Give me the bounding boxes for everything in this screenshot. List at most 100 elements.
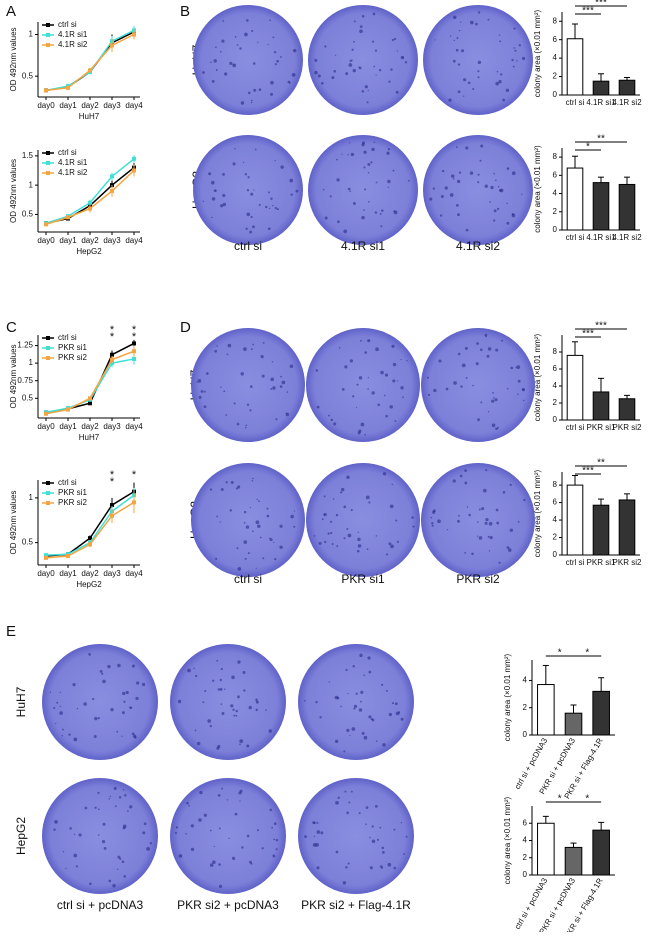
- colony-dot: [387, 862, 392, 867]
- colony-dot: [344, 790, 347, 793]
- colony-dot: [291, 72, 296, 77]
- x-tick-label: 4.1R si2: [612, 98, 642, 107]
- colony-dot: [382, 472, 387, 476]
- colony-dot: [429, 197, 433, 201]
- colony-dot: [475, 362, 479, 366]
- bar: [592, 690, 610, 736]
- colony-dot: [487, 18, 490, 21]
- colony-dot: [388, 712, 393, 717]
- y-axis-label: colony area (×0.01 mm²): [533, 333, 542, 421]
- colony-dot: [258, 203, 261, 206]
- point: [88, 401, 92, 406]
- significance: *: [132, 469, 137, 481]
- colony-dot: [256, 498, 258, 501]
- colony-dot: [367, 171, 370, 174]
- point: [44, 411, 48, 416]
- colony-dot: [281, 380, 286, 385]
- colony-dot: [347, 533, 352, 538]
- colony-dot: [214, 349, 218, 353]
- colony-dot: [375, 347, 379, 352]
- colony-dot: [59, 705, 61, 708]
- colony-dot: [346, 527, 349, 530]
- colony-dot: [114, 805, 117, 808]
- colony-dot: [495, 81, 499, 86]
- colony-dot: [196, 381, 198, 383]
- colony-dot: [371, 839, 376, 844]
- colony-dot: [517, 379, 521, 383]
- colony-dot: [396, 50, 399, 52]
- colony-dot: [380, 225, 383, 228]
- y-tick-label: 1: [29, 30, 34, 39]
- colony-dot: [146, 847, 150, 851]
- colony-dot: [458, 29, 461, 32]
- colony-dot: [521, 388, 526, 392]
- colony-dot: [341, 387, 345, 391]
- colony-dot: [385, 553, 389, 556]
- colony-dot: [492, 391, 494, 394]
- colony-dot: [268, 191, 271, 194]
- x-tick-label: day1: [59, 236, 77, 245]
- colony-dot: [458, 514, 460, 517]
- significance: *: [110, 476, 115, 488]
- y-tick-label: 0: [553, 415, 558, 424]
- colony-dot: [381, 846, 385, 850]
- colony-dot: [240, 101, 245, 105]
- colony-dot: [266, 507, 269, 510]
- x-tick-label: day1: [59, 422, 77, 431]
- colony-dot: [249, 385, 253, 388]
- colony-dot: [452, 59, 456, 63]
- colony-dot: [355, 692, 358, 695]
- bar: [618, 398, 636, 421]
- colony-dot: [487, 347, 492, 351]
- colony-dot: [320, 831, 324, 835]
- colony-dot: [336, 178, 340, 182]
- series-line: [45, 501, 135, 559]
- colony-dot: [361, 141, 366, 145]
- colony-dot: [392, 362, 397, 367]
- colony-dot: [365, 823, 367, 826]
- y-tick-label: 6: [523, 818, 528, 827]
- colony-dot: [373, 65, 376, 68]
- colony-dot: [464, 551, 467, 554]
- colony-dot: [364, 85, 368, 89]
- colony-dot: [343, 505, 347, 509]
- colony-dot: [392, 702, 395, 705]
- legend-label: PKR si2: [58, 498, 87, 507]
- colony-dot: [222, 202, 227, 207]
- colony-dot: [496, 70, 499, 73]
- colony-dot: [463, 95, 465, 97]
- colony-dot: [364, 433, 366, 436]
- colony-dot: [480, 401, 483, 404]
- colony-dot: [367, 377, 369, 379]
- colony-dot: [465, 228, 469, 232]
- colony-dot: [352, 665, 355, 668]
- colony-dot: [359, 25, 363, 28]
- colony-dot: [49, 691, 52, 693]
- colony-dot: [374, 804, 378, 808]
- colony-dot: [455, 204, 459, 207]
- colony-dot: [239, 743, 241, 746]
- colony-plate: [421, 463, 535, 577]
- colony-dot: [319, 716, 322, 719]
- point: [110, 357, 114, 362]
- colony-dot: [121, 860, 125, 864]
- colony-dot: [280, 375, 282, 378]
- colony-dot: [211, 216, 213, 219]
- colony-dot: [97, 834, 100, 836]
- colony-dot: [83, 702, 87, 706]
- colony-dot: [370, 161, 373, 164]
- y-tick-label: 8: [553, 480, 558, 489]
- colony-plate: [306, 328, 420, 442]
- legend-marker: [46, 161, 50, 165]
- colony-dot: [255, 520, 260, 525]
- colony-dot: [203, 390, 206, 393]
- y-axis-label: OD 492nm values: [9, 27, 18, 91]
- colony-dot: [220, 667, 223, 671]
- colony-dot: [518, 44, 521, 47]
- colony-dot: [261, 374, 265, 378]
- colony-dot: [350, 790, 353, 793]
- colony-dot: [73, 853, 78, 858]
- colony-dot: [236, 44, 239, 46]
- y-axis-label: colony area (×0.01 mm²): [533, 469, 542, 557]
- colony-dot: [239, 789, 243, 793]
